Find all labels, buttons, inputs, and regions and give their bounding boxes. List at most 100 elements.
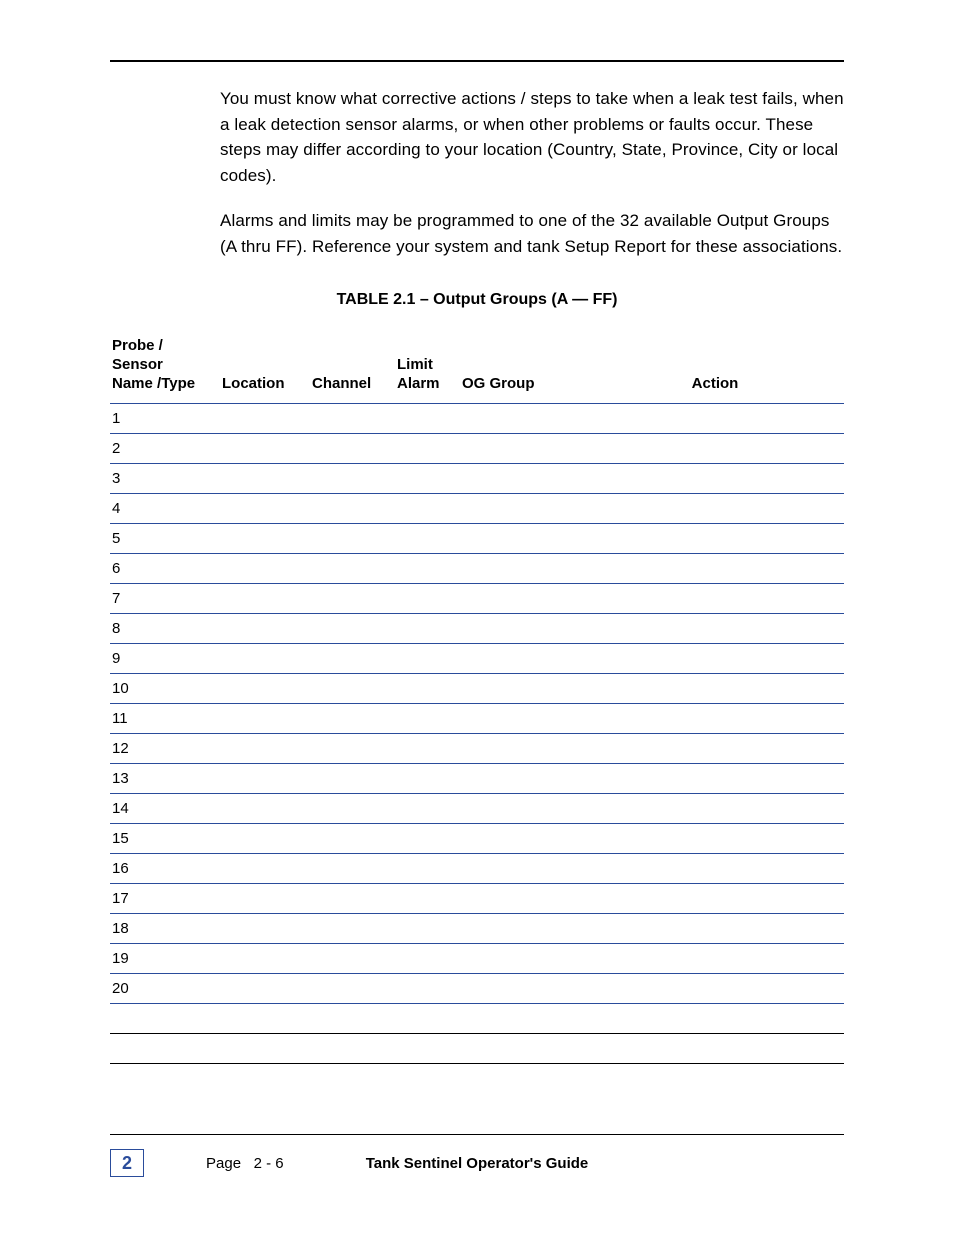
table-row: 6 [110,554,844,584]
cell [395,614,460,644]
table-row: 5 [110,524,844,554]
cell [460,674,590,704]
row-number: 1 [110,404,220,434]
page-footer: 2 Page 2 - 6 Tank Sentinel Operator's Gu… [110,1134,844,1177]
cell [590,764,844,794]
row-number: 2 [110,434,220,464]
cell [590,944,844,974]
cell [460,824,590,854]
table-row: 2 [110,434,844,464]
cell [220,944,310,974]
cell [590,494,844,524]
cell [310,404,395,434]
cell [310,644,395,674]
row-number: 18 [110,914,220,944]
cell [310,734,395,764]
cell [460,494,590,524]
cell [395,434,460,464]
top-rule [110,60,844,62]
cell [590,884,844,914]
cell [395,914,460,944]
row-number: 13 [110,764,220,794]
cell [310,884,395,914]
cell [310,794,395,824]
doc-title: Tank Sentinel Operator's Guide [110,1155,844,1172]
table-title: TABLE 2.1 – Output Groups (A — FF) [110,291,844,309]
table-row: 12 [110,734,844,764]
col-header-probe: Probe / Sensor Name /Type [110,333,220,404]
cell [310,494,395,524]
cell [310,854,395,884]
cell [220,764,310,794]
cell [590,674,844,704]
col-header-location: Location [220,333,310,404]
cell [395,464,460,494]
cell [460,974,590,1004]
cell [590,734,844,764]
cell [220,794,310,824]
cell [220,584,310,614]
cell [395,494,460,524]
cell [460,464,590,494]
cell [220,674,310,704]
cell [460,584,590,614]
cell [460,794,590,824]
cell [460,884,590,914]
cell [220,464,310,494]
cell [590,434,844,464]
cell [395,854,460,884]
row-number: 16 [110,854,220,884]
cell [460,914,590,944]
cell [590,794,844,824]
table-row: 7 [110,584,844,614]
table-row: 4 [110,494,844,524]
cell [590,404,844,434]
row-number: 12 [110,734,220,764]
table-row: 19 [110,944,844,974]
cell [220,524,310,554]
cell [460,434,590,464]
table-row: 16 [110,854,844,884]
cell [590,524,844,554]
cell [220,614,310,644]
cell [220,404,310,434]
cell [220,494,310,524]
blank-rule-1 [110,1004,844,1034]
col-header-channel: Channel [310,333,395,404]
cell [310,764,395,794]
cell [395,824,460,854]
cell [590,854,844,884]
row-number: 15 [110,824,220,854]
col-header-og: OG Group [460,333,590,404]
cell [395,674,460,704]
cell [590,914,844,944]
table-row: 15 [110,824,844,854]
footer-rule [110,1134,844,1135]
row-number: 9 [110,644,220,674]
table-row: 8 [110,614,844,644]
cell [220,554,310,584]
table-row: 17 [110,884,844,914]
cell [395,554,460,584]
table-row: 20 [110,974,844,1004]
cell [395,644,460,674]
output-groups-table: Probe / Sensor Name /Type Location Chann… [110,333,844,1004]
row-number: 4 [110,494,220,524]
row-number: 10 [110,674,220,704]
row-number: 11 [110,704,220,734]
cell [460,854,590,884]
cell [310,674,395,704]
cell [220,434,310,464]
row-number: 20 [110,974,220,1004]
cell [395,584,460,614]
row-number: 7 [110,584,220,614]
cell [590,644,844,674]
table-row: 1 [110,404,844,434]
intro-para-2: Alarms and limits may be programmed to o… [220,208,844,259]
row-number: 17 [110,884,220,914]
table-row: 3 [110,464,844,494]
cell [220,644,310,674]
cell [395,704,460,734]
cell [395,944,460,974]
row-number: 6 [110,554,220,584]
